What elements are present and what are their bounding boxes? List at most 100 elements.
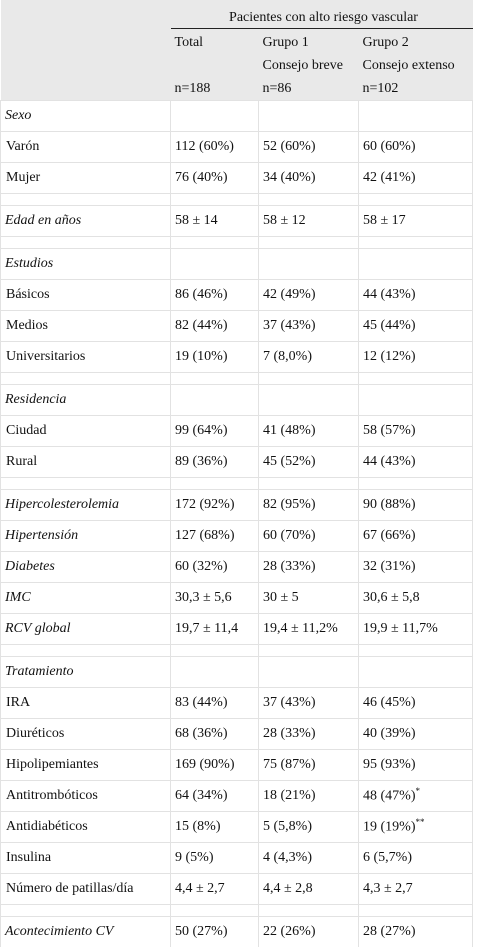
value-cell: 172 (92%) xyxy=(170,488,259,521)
spacer-cell xyxy=(170,235,259,249)
value-cell xyxy=(258,383,359,416)
spacer-cell xyxy=(358,371,473,385)
column-subtitle: Consejo extenso xyxy=(362,57,455,73)
row-label: IMC xyxy=(0,581,171,614)
value-cell: 30 ± 5 xyxy=(258,581,359,614)
value-cell: 9 (5%) xyxy=(170,841,259,874)
row-label: Diuréticos xyxy=(0,717,171,750)
value-cell: 64 (34%) xyxy=(170,779,259,812)
column-title: Grupo 2 xyxy=(362,34,409,50)
spacer-cell xyxy=(258,235,359,249)
row-label: Rural xyxy=(0,445,171,478)
row-label: RCV global xyxy=(0,612,171,645)
value-cell: 58 (57%) xyxy=(358,414,473,447)
row-label: Hipercolesterolemia xyxy=(0,488,171,521)
value-cell: 89 (36%) xyxy=(170,445,259,478)
column-n: n=188 xyxy=(174,80,211,96)
spacer-row xyxy=(0,903,473,917)
value-cell: 48 (47%)* xyxy=(358,779,473,812)
value-cell: 28 (33%) xyxy=(258,717,359,750)
spacer-cell xyxy=(358,476,473,490)
row-label: IRA xyxy=(0,686,171,719)
spacer-cell xyxy=(0,235,171,249)
row-label: Tratamiento xyxy=(0,655,171,688)
table-row: IRA 83 (44%) 37 (43%) 46 (45%) xyxy=(0,686,473,719)
column-title: Total xyxy=(174,34,204,50)
column-header: Total n=188 xyxy=(170,28,259,100)
value-cell: 19 (19%)** xyxy=(358,810,473,843)
table-row: Hipercolesterolemia 172 (92%) 82 (95%) 90 (… xyxy=(0,488,473,521)
value-cell: 4,4 ± 2,8 xyxy=(258,872,359,905)
table-row: Ciudad 99 (64%) 41 (48%) 58 (57%) xyxy=(0,414,473,447)
value-cell xyxy=(358,247,473,280)
row-label: Mujer xyxy=(0,161,171,194)
column-header: Grupo 2 Consejo extenso n=102 xyxy=(358,28,473,100)
row-label: Universitarios xyxy=(0,340,171,373)
value-cell: 86 (46%) xyxy=(170,278,259,311)
row-label: Sexo xyxy=(0,99,171,132)
row-label: Hipolipemiantes xyxy=(0,748,171,781)
spacer-cell xyxy=(358,903,473,917)
value-cell: 19,9 ± 11,7% xyxy=(358,612,473,645)
table-row: Insulina 9 (5%) 4 (4,3%) 6 (5,7%) xyxy=(0,841,473,874)
value-cell: 28 (27%) xyxy=(358,915,473,947)
spacer-row xyxy=(0,235,473,249)
column-title: Grupo 1 xyxy=(262,34,309,50)
table-row: Tratamiento xyxy=(0,655,473,688)
value-text: 19 (19%) xyxy=(363,819,416,835)
value-cell: 60 (32%) xyxy=(170,550,259,583)
value-cell: 5 (5,8%) xyxy=(258,810,359,843)
spacer-cell xyxy=(170,192,259,206)
row-label: Hipertensión xyxy=(0,519,171,552)
spacer-cell xyxy=(170,643,259,657)
value-cell: 40 (39%) xyxy=(358,717,473,750)
value-cell: 41 (48%) xyxy=(258,414,359,447)
value-cell: 19,4 ± 11,2% xyxy=(258,612,359,645)
value-cell: 45 (44%) xyxy=(358,309,473,342)
spacer-cell xyxy=(258,643,359,657)
value-cell xyxy=(258,655,359,688)
row-label: Edad en años xyxy=(0,204,171,237)
spacer-cell xyxy=(170,476,259,490)
spacer-cell xyxy=(0,192,171,206)
value-cell: 46 (45%) xyxy=(358,686,473,719)
value-cell: 7 (8,0%) xyxy=(258,340,359,373)
value-cell: 82 (44%) xyxy=(170,309,259,342)
table-row: Hipertensión 127 (68%) 60 (70%) 67 (66%) xyxy=(0,519,473,552)
value-cell: 28 (33%) xyxy=(258,550,359,583)
table-row: Medios 82 (44%) 37 (43%) 45 (44%) xyxy=(0,309,473,342)
value-cell: 6 (5,7%) xyxy=(358,841,473,874)
table-row: Mujer 76 (40%) 34 (40%) 42 (41%) xyxy=(0,161,473,194)
table-row: Estudios xyxy=(0,247,473,280)
spacer-cell xyxy=(0,903,171,917)
value-cell: 95 (93%) xyxy=(358,748,473,781)
spacer-cell xyxy=(0,371,171,385)
value-cell: 68 (36%) xyxy=(170,717,259,750)
spacer-cell xyxy=(0,476,171,490)
value-cell: 44 (43%) xyxy=(358,278,473,311)
spacer-cell xyxy=(358,235,473,249)
value-cell xyxy=(358,383,473,416)
spacer-cell xyxy=(0,643,171,657)
value-cell: 12 (12%) xyxy=(358,340,473,373)
row-label: Ciudad xyxy=(0,414,171,447)
value-cell: 30,3 ± 5,6 xyxy=(170,581,259,614)
spacer-cell xyxy=(258,903,359,917)
value-cell: 60 (70%) xyxy=(258,519,359,552)
value-cell: 37 (43%) xyxy=(258,686,359,719)
spacer-cell xyxy=(258,476,359,490)
table-row: Antitrombóticos 64 (34%) 18 (21%) 48 (47%)* xyxy=(0,779,473,812)
row-label: Residencia xyxy=(0,383,171,416)
row-label: Insulina xyxy=(0,841,171,874)
table-row: Edad en años 58 ± 14 58 ± 12 58 ± 17 xyxy=(0,204,473,237)
table-row: Básicos 86 (46%) 42 (49%) 44 (43%) xyxy=(0,278,473,311)
value-cell: 58 ± 12 xyxy=(258,204,359,237)
spacer-cell xyxy=(358,643,473,657)
value-cell: 4,3 ± 2,7 xyxy=(358,872,473,905)
table-row: RCV global 19,7 ± 11,4 19,4 ± 11,2% 19,9 ± … xyxy=(0,612,473,645)
value-cell xyxy=(358,655,473,688)
value-cell: 127 (68%) xyxy=(170,519,259,552)
value-cell: 19 (10%) xyxy=(170,340,259,373)
table-row: Acontecimiento CV 50 (27%) 22 (26%) 28 (27%… xyxy=(0,915,473,947)
table-row: Número de patillas/día 4,4 ± 2,7 4,4 ± 2,8… xyxy=(0,872,473,905)
